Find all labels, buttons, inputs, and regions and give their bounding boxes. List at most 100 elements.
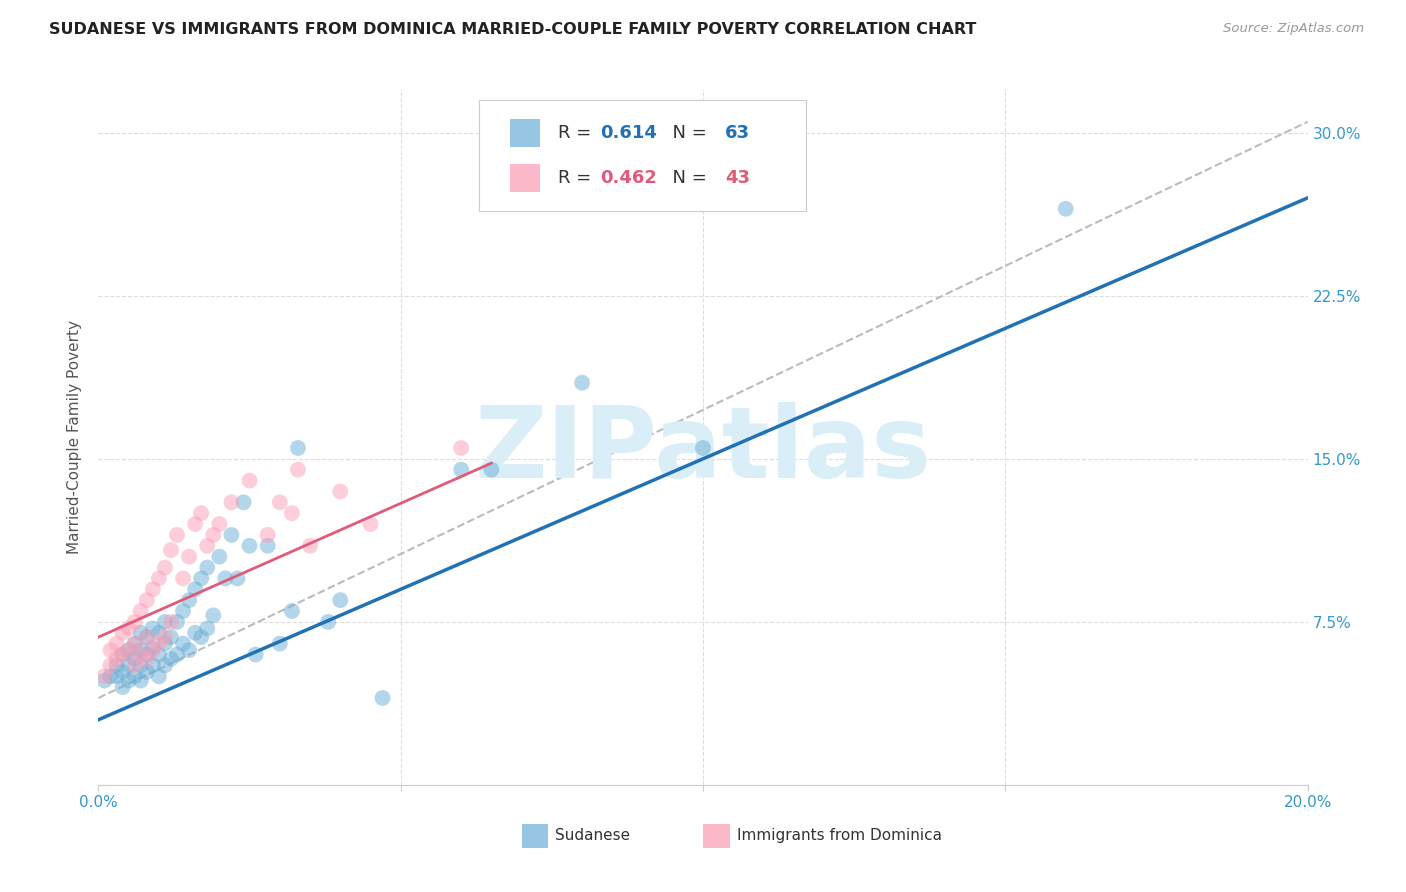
Point	[221, 528, 243, 542]
Point	[129, 648, 152, 662]
Point	[256, 528, 278, 542]
Point	[135, 665, 157, 679]
Point	[129, 673, 152, 688]
Point	[190, 630, 212, 644]
Point	[269, 495, 291, 509]
Point	[118, 643, 141, 657]
Point	[111, 665, 134, 679]
Point	[190, 506, 212, 520]
Text: 43: 43	[724, 169, 749, 187]
Text: SUDANESE VS IMMIGRANTS FROM DOMINICA MARRIED-COUPLE FAMILY POVERTY CORRELATION C: SUDANESE VS IMMIGRANTS FROM DOMINICA MAR…	[49, 22, 977, 37]
Point	[287, 463, 309, 477]
Point	[208, 549, 231, 564]
Point	[124, 652, 146, 666]
Point	[93, 673, 115, 688]
Point	[172, 637, 194, 651]
Point	[450, 441, 472, 455]
Y-axis label: Married-Couple Family Poverty: Married-Couple Family Poverty	[66, 320, 82, 554]
Text: 63: 63	[724, 124, 749, 142]
Point	[371, 690, 394, 705]
Point	[135, 630, 157, 644]
Text: Immigrants from Dominica: Immigrants from Dominica	[737, 828, 942, 843]
Point	[184, 516, 207, 531]
FancyBboxPatch shape	[703, 824, 730, 847]
Point	[142, 582, 165, 597]
Point	[111, 648, 134, 662]
Point	[481, 463, 503, 477]
Point	[281, 604, 304, 618]
Point	[160, 652, 183, 666]
Point	[184, 582, 207, 597]
Point	[208, 516, 231, 531]
FancyBboxPatch shape	[522, 824, 548, 847]
Point	[148, 669, 170, 683]
FancyBboxPatch shape	[509, 120, 540, 147]
Point	[118, 643, 141, 657]
Point	[148, 637, 170, 651]
Point	[214, 571, 236, 585]
Point	[100, 669, 122, 683]
FancyBboxPatch shape	[479, 100, 806, 211]
Point	[105, 652, 128, 666]
Point	[299, 539, 322, 553]
Point	[450, 463, 472, 477]
Point	[142, 658, 165, 673]
Point	[202, 528, 225, 542]
Point	[190, 571, 212, 585]
Point	[166, 615, 188, 629]
Point	[160, 615, 183, 629]
Point	[179, 593, 201, 607]
Point	[184, 625, 207, 640]
Point	[221, 495, 243, 509]
Text: Sudanese: Sudanese	[555, 828, 631, 843]
Text: Source: ZipAtlas.com: Source: ZipAtlas.com	[1223, 22, 1364, 36]
Point	[111, 625, 134, 640]
Point	[135, 630, 157, 644]
Point	[142, 643, 165, 657]
Point	[256, 539, 278, 553]
Point	[195, 539, 218, 553]
Point	[232, 495, 254, 509]
Point	[153, 658, 176, 673]
Point	[239, 539, 262, 553]
Point	[329, 593, 352, 607]
Point	[166, 648, 188, 662]
Point	[111, 648, 134, 662]
Point	[179, 643, 201, 657]
Point	[129, 643, 152, 657]
Point	[172, 571, 194, 585]
Point	[269, 637, 291, 651]
Text: N =: N =	[661, 124, 713, 142]
Point	[105, 637, 128, 651]
Point	[105, 658, 128, 673]
Point	[148, 625, 170, 640]
Point	[202, 608, 225, 623]
Point	[118, 621, 141, 635]
Point	[195, 621, 218, 635]
Point	[153, 615, 176, 629]
Point	[1054, 202, 1077, 216]
Point	[135, 593, 157, 607]
Text: R =: R =	[558, 169, 598, 187]
Point	[160, 543, 183, 558]
Point	[118, 673, 141, 688]
Point	[166, 528, 188, 542]
Point	[239, 474, 262, 488]
Text: R =: R =	[558, 124, 598, 142]
FancyBboxPatch shape	[509, 164, 540, 192]
Point	[111, 680, 134, 694]
Point	[153, 560, 176, 574]
Point	[142, 621, 165, 635]
Point	[124, 615, 146, 629]
Point	[148, 648, 170, 662]
Point	[124, 669, 146, 683]
Point	[226, 571, 249, 585]
Point	[100, 643, 122, 657]
Point	[692, 441, 714, 455]
Point	[142, 640, 165, 655]
Point	[124, 637, 146, 651]
Point	[172, 604, 194, 618]
Text: N =: N =	[661, 169, 713, 187]
Text: 0.614: 0.614	[600, 124, 657, 142]
Point	[316, 615, 339, 629]
